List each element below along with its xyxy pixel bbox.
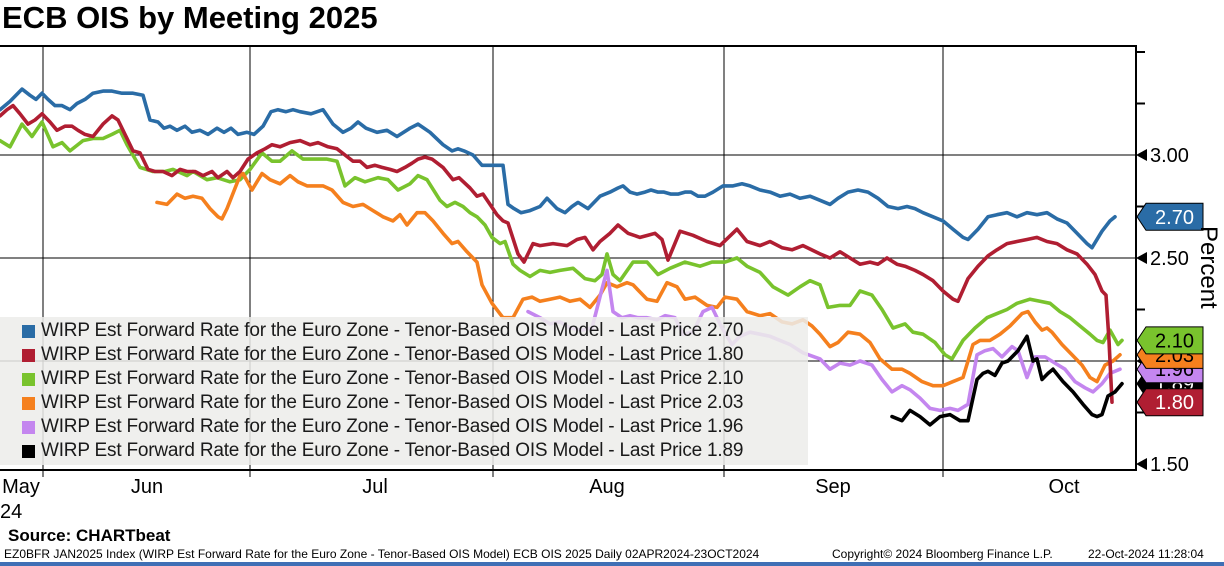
page-title: ECB OIS by Meeting 2025 — [2, 0, 378, 35]
y-axis-title: Percent — [1195, 226, 1222, 309]
svg-text:2.70: 2.70 — [1155, 207, 1194, 229]
legend-swatch-green — [22, 372, 35, 386]
footer-ticker-info: EZ0BFR JAN2025 Index (WIRP Est Forward R… — [4, 547, 760, 561]
legend-item: WIRP Est Forward Rate for the Euro Zone … — [0, 343, 808, 367]
x-axis-label-aug: Aug — [589, 476, 625, 498]
legend-label: WIRP Est Forward Rate for the Euro Zone … — [41, 416, 744, 437]
last-price-tag: 2.70 — [1136, 202, 1204, 231]
footer-copyright: Copyright© 2024 Bloomberg Finance L.P. — [832, 547, 1053, 561]
legend-item: WIRP Est Forward Rate for the Euro Zone … — [0, 319, 808, 343]
series-line — [0, 120, 1124, 361]
svg-text:2.10: 2.10 — [1155, 330, 1194, 352]
chart-plot-area[interactable]: 3.002.502.001.50 1.891.962.032.101.802.7… — [0, 45, 1224, 478]
legend-swatch-orange — [22, 396, 35, 410]
x-axis-label-jul: Jul — [362, 476, 388, 498]
last-price-tag: 2.10 — [1136, 326, 1204, 355]
last-price-tag: 1.80 — [1136, 388, 1204, 417]
legend-swatch-purple — [22, 420, 35, 434]
grid-layer — [0, 46, 1136, 470]
series-line — [0, 87, 1117, 250]
last-price-tags-layer: 1.891.962.032.101.802.70 — [1136, 202, 1204, 417]
x-axis-label-may: May — [2, 476, 40, 498]
x-axis-label-jun: Jun — [130, 476, 164, 498]
legend-swatch-crimson — [22, 348, 35, 362]
chart-legend: WIRP Est Forward Rate for the Euro Zone … — [0, 317, 808, 465]
legend-label: WIRP Est Forward Rate for the Euro Zone … — [41, 440, 744, 461]
x-axis-year-label: 2024 — [0, 501, 23, 523]
y-tick-label: 3.00 — [1150, 145, 1189, 167]
y-tick-label: 2.50 — [1150, 248, 1189, 270]
bottom-accent-bar — [0, 562, 1224, 566]
x-axis-label-sep: Sep — [815, 476, 851, 498]
series-line — [0, 103, 1114, 405]
legend-item: WIRP Est Forward Rate for the Euro Zone … — [0, 439, 808, 463]
legend-label: WIRP Est Forward Rate for the Euro Zone … — [41, 344, 744, 365]
footer-timestamp: 22-Oct-2024 11:28:04 — [1088, 547, 1204, 561]
legend-label: WIRP Est Forward Rate for the Euro Zone … — [41, 320, 744, 341]
x-axis-label-oct: Oct — [1048, 476, 1080, 498]
series-line — [155, 171, 1122, 388]
legend-swatch-blue — [22, 324, 35, 338]
axis-frame-layer — [0, 45, 1137, 477]
legend-label: WIRP Est Forward Rate for the Euro Zone … — [41, 368, 744, 389]
legend-swatch-black — [22, 444, 35, 458]
legend-label: WIRP Est Forward Rate for the Euro Zone … — [41, 392, 744, 413]
legend-item: WIRP Est Forward Rate for the Euro Zone … — [0, 415, 808, 439]
y-tick-label: 1.50 — [1150, 454, 1189, 476]
series-line — [890, 334, 1124, 427]
legend-item: WIRP Est Forward Rate for the Euro Zone … — [0, 391, 808, 415]
chart-svg[interactable]: 3.002.502.001.50 1.891.962.032.101.802.7… — [0, 45, 1224, 478]
legend-item: WIRP Est Forward Rate for the Euro Zone … — [0, 367, 808, 391]
source-credit: Source: CHARTbeat — [8, 526, 171, 545]
svg-text:1.80: 1.80 — [1155, 392, 1194, 414]
